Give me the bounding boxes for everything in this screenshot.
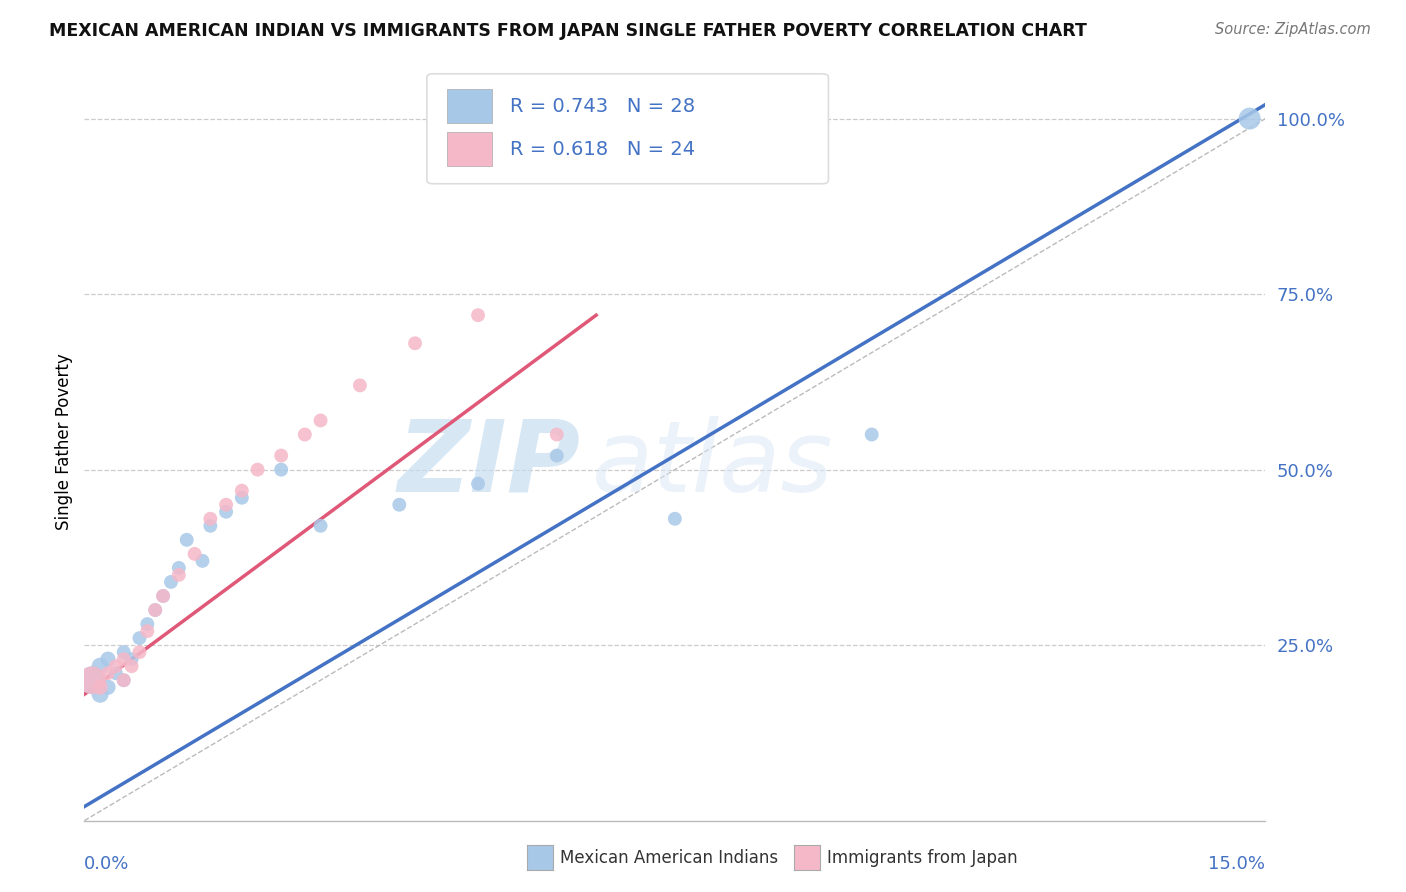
Point bbox=[136, 617, 159, 632]
Point bbox=[82, 673, 104, 688]
Point bbox=[104, 659, 127, 673]
Point bbox=[215, 498, 238, 512]
Point bbox=[231, 483, 253, 498]
Point bbox=[860, 427, 883, 442]
Point bbox=[309, 518, 332, 533]
Point bbox=[191, 554, 214, 568]
Point bbox=[349, 378, 371, 392]
Point bbox=[200, 518, 222, 533]
Text: R = 0.743   N = 28: R = 0.743 N = 28 bbox=[509, 97, 695, 116]
Text: R = 0.618   N = 24: R = 0.618 N = 24 bbox=[509, 140, 695, 159]
Text: Immigrants from Japan: Immigrants from Japan bbox=[827, 849, 1018, 867]
Point bbox=[112, 652, 135, 666]
Text: 0.0%: 0.0% bbox=[84, 855, 129, 872]
Point bbox=[546, 427, 568, 442]
Point bbox=[89, 659, 111, 673]
Point bbox=[112, 673, 135, 688]
Point bbox=[89, 680, 111, 694]
Point bbox=[467, 308, 489, 322]
Point bbox=[200, 512, 222, 526]
Point bbox=[152, 589, 174, 603]
FancyBboxPatch shape bbox=[447, 132, 492, 166]
Point bbox=[388, 498, 411, 512]
Point bbox=[112, 673, 135, 688]
Point bbox=[97, 680, 120, 694]
Text: Mexican American Indians: Mexican American Indians bbox=[560, 849, 778, 867]
Point bbox=[160, 574, 183, 589]
Point bbox=[270, 449, 292, 463]
Point bbox=[546, 449, 568, 463]
Point bbox=[112, 645, 135, 659]
Point bbox=[82, 673, 104, 688]
Text: Source: ZipAtlas.com: Source: ZipAtlas.com bbox=[1215, 22, 1371, 37]
Point bbox=[183, 547, 205, 561]
Point bbox=[664, 512, 686, 526]
Point bbox=[143, 603, 166, 617]
Point bbox=[467, 476, 489, 491]
Point bbox=[104, 666, 127, 681]
Point bbox=[167, 561, 190, 575]
Point bbox=[136, 624, 159, 639]
Point bbox=[231, 491, 253, 505]
Text: atlas: atlas bbox=[592, 416, 834, 513]
Point bbox=[89, 687, 111, 701]
Point bbox=[294, 427, 316, 442]
FancyBboxPatch shape bbox=[447, 89, 492, 123]
Point bbox=[121, 652, 143, 666]
Point bbox=[246, 462, 269, 476]
Point bbox=[167, 568, 190, 582]
Point bbox=[121, 659, 143, 673]
Point bbox=[97, 666, 120, 681]
Text: 15.0%: 15.0% bbox=[1208, 855, 1265, 872]
Text: MEXICAN AMERICAN INDIAN VS IMMIGRANTS FROM JAPAN SINGLE FATHER POVERTY CORRELATI: MEXICAN AMERICAN INDIAN VS IMMIGRANTS FR… bbox=[49, 22, 1087, 40]
Point bbox=[128, 645, 150, 659]
Point bbox=[309, 413, 332, 427]
Point bbox=[176, 533, 198, 547]
Point bbox=[152, 589, 174, 603]
Point bbox=[1239, 112, 1261, 126]
Point bbox=[215, 505, 238, 519]
Y-axis label: Single Father Poverty: Single Father Poverty bbox=[55, 353, 73, 530]
Point bbox=[97, 652, 120, 666]
Point bbox=[143, 603, 166, 617]
Text: ZIP: ZIP bbox=[398, 416, 581, 513]
FancyBboxPatch shape bbox=[427, 74, 828, 184]
Point bbox=[128, 631, 150, 645]
Point bbox=[270, 462, 292, 476]
Point bbox=[404, 336, 426, 351]
